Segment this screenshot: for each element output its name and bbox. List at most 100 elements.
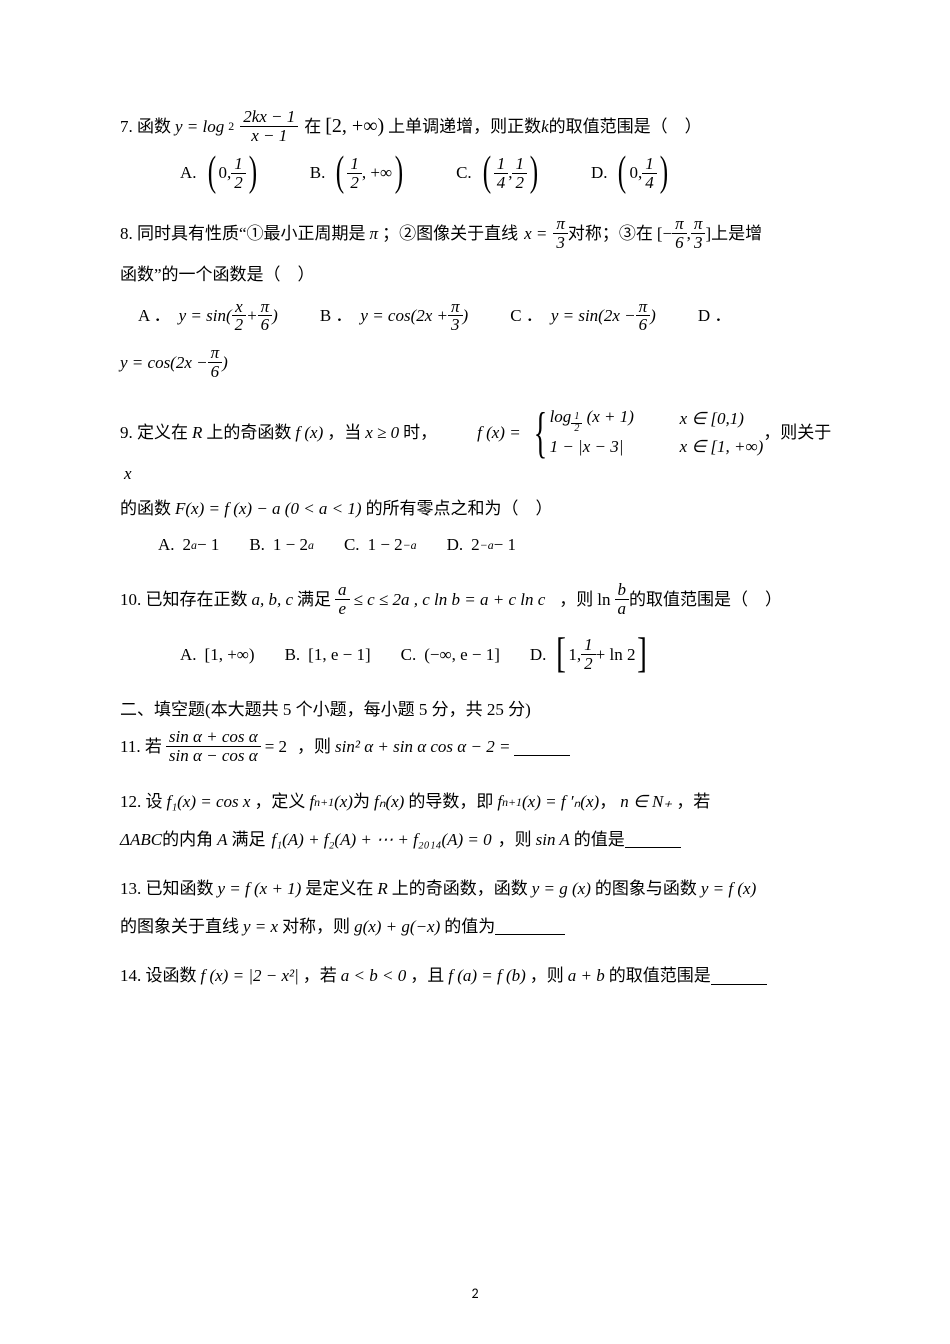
q9-line2b: 的所有零点之和为（ ） bbox=[366, 496, 553, 522]
blank-line bbox=[495, 917, 565, 935]
question-9: 9. 定义在 R 上的奇函数 f (x) ，当 x ≥ 0 时， f (x) =… bbox=[120, 405, 840, 558]
paren-open-icon: ( bbox=[207, 156, 215, 190]
q9-mid3: 时， bbox=[403, 420, 437, 446]
q12-line2c: 满足 bbox=[231, 827, 265, 853]
q8-c-end: ) bbox=[650, 303, 656, 329]
q8-xeq: x = bbox=[524, 221, 547, 247]
q8-mid2: 对称；③在 bbox=[568, 221, 653, 247]
q10-choice-b: B. [1, e − 1] bbox=[285, 642, 371, 668]
q9-c1-log: log bbox=[550, 407, 572, 426]
q7-a-0: 0, bbox=[219, 160, 232, 186]
paren-open-icon: ( bbox=[482, 156, 490, 190]
q12-fnx: fₙ(x) bbox=[374, 789, 404, 815]
q10-frac1: ae bbox=[335, 581, 350, 618]
question-11: 11. 若 sin α + cos α sin α − cos α = 2 ，则… bbox=[120, 728, 840, 765]
q7-a-frac: 12 bbox=[231, 155, 246, 192]
q8-a-end: ) bbox=[272, 303, 278, 329]
q13-yx: y = x bbox=[243, 914, 278, 940]
q8-choice-d: D ． bbox=[698, 303, 740, 329]
q12-mid2: 为 bbox=[353, 789, 370, 815]
q10-d-label: D. bbox=[530, 642, 547, 668]
q9-tail1: ，则关于 bbox=[763, 420, 831, 446]
q12-comma: ， bbox=[599, 789, 616, 815]
q12-line1: 12. 设 f₁(x) = cos x ，定义 fn+1(x) 为 fₙ(x) … bbox=[120, 789, 840, 815]
q9-c-label: C. bbox=[344, 532, 360, 558]
q11-frac: sin α + cos α sin α − cos α bbox=[166, 728, 261, 765]
q7-frac-den: x − 1 bbox=[240, 127, 298, 145]
blank-line bbox=[514, 738, 570, 756]
q7-frac-num: 2kx − 1 bbox=[240, 108, 298, 127]
q9-c2-expr: 1 − |x − 3| bbox=[550, 434, 680, 460]
q12-line2b: 的内角 bbox=[162, 827, 213, 853]
q8-a-sin: y = sin( bbox=[179, 303, 232, 329]
q10-b-label: B. bbox=[285, 642, 301, 668]
q8-b-cos: y = cos(2x + bbox=[360, 303, 448, 329]
q9-cases: log12 (x + 1) x ∈ [0,1) 1 − |x − 3| x ∈ … bbox=[550, 405, 764, 461]
question-8: 8. 同时具有性质“①最小正周期是 π ；②图像关于直线 x = π3 对称；③… bbox=[120, 215, 840, 381]
q8-b-end: ) bbox=[463, 303, 469, 329]
q8-choice-c: C ． y = sin(2x − π6 ) bbox=[510, 298, 656, 335]
q12-mid4: ，若 bbox=[676, 789, 710, 815]
q10-frac2: ba bbox=[615, 581, 630, 618]
q9-stem-line2: 的函数 F(x) = f (x) − a (0 < a < 1) 的所有零点之和… bbox=[120, 496, 840, 522]
q7-expr-y: y = log bbox=[175, 114, 224, 140]
q11-fd: sin α − cos α bbox=[166, 747, 261, 765]
q7-mid2: 上单调递增，则正数 bbox=[388, 114, 541, 140]
q9-choice-d: D. 2−a − 1 bbox=[447, 532, 516, 558]
q8-int-open: [− bbox=[657, 221, 672, 247]
q8-choice-b: B ． y = cos(2x + π3 ) bbox=[320, 298, 468, 335]
q12-abc: ΔABC bbox=[120, 827, 162, 853]
q7-tail: 的取值范围是（ ） bbox=[549, 114, 702, 140]
q13-line2: 的图象关于直线 y = x 对称，则 g(x) + g(−x) 的值为 bbox=[120, 914, 840, 940]
q10-ineq: ≤ c ≤ 2a , c ln b = a + c ln c bbox=[354, 587, 546, 613]
q14-tail: 的取值范围是 bbox=[609, 963, 711, 989]
q10-ln: ln bbox=[597, 587, 610, 613]
q10-stem: 10. 已知存在正数 a, b, c 满足 ae ≤ c ≤ 2a , c ln… bbox=[120, 581, 840, 618]
q7-c-frac1: 14 bbox=[494, 155, 509, 192]
q13-mid1: 是定义在 bbox=[305, 876, 373, 902]
q11-fn: sin α + cos α bbox=[166, 728, 261, 747]
section-2-title: 二、填空题(本大题共 5 个小题，每小题 5 分，共 25 分) bbox=[120, 697, 840, 723]
q14-eq: f (a) = f (b) bbox=[448, 963, 526, 989]
blank-line bbox=[625, 830, 681, 848]
q10-c-label: C. bbox=[401, 642, 417, 668]
q13-line2a: 的图象关于直线 bbox=[120, 914, 239, 940]
question-13: 13. 已知函数 y = f (x + 1) 是定义在 R 上的奇函数，函数 y… bbox=[120, 876, 840, 939]
q8-c-frac: π6 bbox=[636, 298, 651, 335]
q9-c2-dom: x ∈ [1, +∞) bbox=[680, 434, 764, 460]
q10-mid1: 满足 bbox=[297, 587, 331, 613]
q8-stem-line1: 8. 同时具有性质“①最小正周期是 π ；②图像关于直线 x = π3 对称；③… bbox=[120, 215, 840, 252]
q9-c1-arg: (x + 1) bbox=[587, 407, 634, 426]
q12-line2e: 的值是 bbox=[574, 827, 625, 853]
q8-c-label: C ． bbox=[510, 303, 543, 329]
q12-def-arg: (x) = f ′ₙ(x) bbox=[522, 789, 599, 815]
q10-choices: A. [1, +∞) B. [1, e − 1] C. (−∞, e − 1] … bbox=[180, 636, 840, 673]
question-14: 14. 设函数 f (x) = |2 − x²| ，若 a < b < 0 ，且… bbox=[120, 963, 840, 989]
q12-nin: n ∈ N₊ bbox=[620, 789, 672, 815]
q9-choice-a: A. 2a − 1 bbox=[158, 532, 219, 558]
q14-ab: a + b bbox=[568, 963, 605, 989]
bracket-close-icon bbox=[638, 638, 648, 672]
q12-f1: f₁(x) = cos x bbox=[167, 789, 251, 815]
q13-yf: y = f (x + 1) bbox=[218, 876, 302, 902]
q7-d-label: D. bbox=[591, 160, 608, 186]
q14-cond: a < b < 0 bbox=[341, 963, 406, 989]
q12-sum: f₁(A) + f₂(A) + ⋯ + f₂₀₁₄(A) = 0 bbox=[271, 827, 491, 853]
q7-d-frac: 14 bbox=[642, 155, 657, 192]
q7-k: k bbox=[541, 114, 549, 140]
q9-R: R bbox=[192, 420, 202, 446]
q12-mid3: 的导数，即 bbox=[408, 789, 493, 815]
q9-b-t: 1 − 2 bbox=[273, 532, 308, 558]
q7-label: 7. 函数 bbox=[120, 114, 171, 140]
q8-c-sin: y = sin(2x − bbox=[551, 303, 636, 329]
q13-line2b: 对称，则 bbox=[282, 914, 350, 940]
q8-frac2: π3 bbox=[691, 215, 706, 252]
q7-b-label: B. bbox=[310, 160, 326, 186]
question-12: 12. 设 f₁(x) = cos x ，定义 fn+1(x) 为 fₙ(x) … bbox=[120, 789, 840, 852]
blank-line bbox=[711, 967, 767, 985]
q8-b-label: B ． bbox=[320, 303, 353, 329]
q8-choices: A ． y = sin( x2 + π6 ) B ． y = cos(2x + … bbox=[138, 298, 840, 335]
q10-choice-c: C. (−∞, e − 1] bbox=[401, 642, 500, 668]
q9-mid2: ，当 bbox=[327, 420, 361, 446]
q7-c-label: C. bbox=[456, 160, 472, 186]
